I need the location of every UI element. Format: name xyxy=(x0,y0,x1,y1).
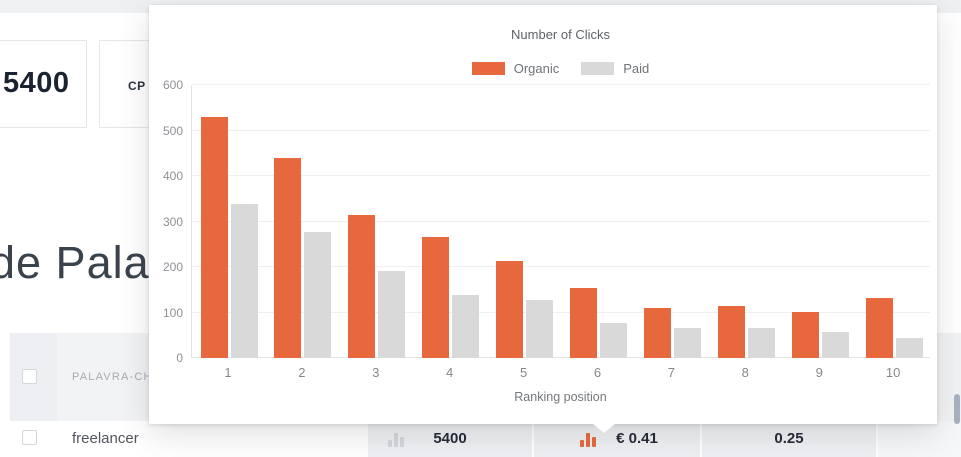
select-all-checkbox[interactable] xyxy=(22,369,37,384)
x-tick-label: 2 xyxy=(298,365,306,380)
organic-bar xyxy=(570,288,597,358)
y-tick-label: 400 xyxy=(162,169,183,183)
paid-bar xyxy=(304,231,332,358)
chart-title: Number of Clicks xyxy=(511,27,610,42)
paid-swatch xyxy=(581,62,615,75)
organic-bar xyxy=(200,116,228,358)
y-tick-label: 100 xyxy=(162,305,183,320)
x-tick-label: 3 xyxy=(372,365,380,380)
cpc-value: € 0.41 xyxy=(616,430,658,447)
x-tick-label: 7 xyxy=(667,365,675,380)
y-tick-label: 600 xyxy=(162,78,183,92)
clicks-bars-icon[interactable] xyxy=(580,431,598,447)
y-tick-label: 300 xyxy=(162,214,183,229)
x-tick-label: 9 xyxy=(815,365,823,380)
cpc-cell: € 0.41 xyxy=(534,421,700,457)
paid-bar xyxy=(526,300,554,358)
paid-bar xyxy=(230,204,258,358)
trailing-cell xyxy=(878,421,961,457)
organic-bar xyxy=(348,214,376,358)
organic-label: Organic xyxy=(513,61,560,76)
volume-value: 5400 xyxy=(433,430,467,447)
x-axis-title: Ranking position xyxy=(514,390,607,404)
search-volume-card: 5400 xyxy=(0,40,87,128)
plot-area xyxy=(191,84,930,358)
gridline xyxy=(192,175,930,176)
organic-bar xyxy=(496,261,524,358)
paid-bar xyxy=(452,295,480,358)
paid-bar xyxy=(821,332,849,358)
volume-bars-icon[interactable] xyxy=(388,431,406,447)
keyword-column-header: PALAVRA-CH xyxy=(72,371,153,383)
y-tick-label: 0 xyxy=(176,351,183,365)
gridline xyxy=(192,84,930,85)
clicks-chart-popup: Number of Clicks Organic Paid 0 100 200 300… xyxy=(149,5,937,433)
gridline xyxy=(192,311,930,313)
popup-notch xyxy=(593,424,615,433)
gridline xyxy=(192,129,930,131)
y-axis-labels: 0 100 200 300 400 500 600 xyxy=(149,78,183,365)
legend-item-organic[interactable]: Organic xyxy=(471,61,582,76)
cpc-card-label: CP xyxy=(128,79,146,93)
x-tick-label: 10 xyxy=(885,365,901,380)
gridline xyxy=(192,220,930,222)
paid-bar xyxy=(600,322,627,358)
organic-bar xyxy=(717,305,745,358)
table-row[interactable]: freelancer 5400 € 0.41 0.25 xyxy=(0,421,961,457)
chart-legend: Organic Paid xyxy=(191,61,930,76)
organic-bar xyxy=(865,297,893,358)
paid-difficulty-cell: 0.25 xyxy=(702,421,876,457)
organic-swatch xyxy=(471,62,505,75)
paid-bar xyxy=(747,328,775,358)
organic-bar xyxy=(643,307,671,358)
x-axis-line xyxy=(192,357,930,358)
paid-label: Paid xyxy=(623,61,650,76)
paid-difficulty-value: 0.25 xyxy=(774,430,804,447)
row-checkbox[interactable] xyxy=(22,430,37,445)
x-tick-label: 1 xyxy=(224,365,232,380)
keyword-cell[interactable]: freelancer xyxy=(72,430,139,447)
legend-item-paid[interactable]: Paid xyxy=(581,61,649,76)
organic-bar xyxy=(791,311,819,358)
volume-cell: 5400 xyxy=(368,421,532,457)
organic-bar xyxy=(274,157,302,358)
x-tick-label: 5 xyxy=(519,365,528,380)
organic-bar xyxy=(422,237,450,358)
paid-bar xyxy=(673,327,701,358)
y-tick-label: 200 xyxy=(162,260,183,274)
gridline xyxy=(192,266,930,267)
x-tick-label: 6 xyxy=(593,365,602,380)
x-tick-label: 4 xyxy=(446,365,454,380)
scrollbar-thumb[interactable] xyxy=(954,394,960,424)
paid-bar xyxy=(895,337,923,358)
x-tick-label: 8 xyxy=(741,365,749,380)
x-axis-labels: 1 2 3 4 5 6 7 8 9 10 xyxy=(191,365,930,380)
y-tick-label: 500 xyxy=(162,123,183,138)
search-volume-value: 5400 xyxy=(3,67,70,99)
paid-bar xyxy=(378,271,406,358)
